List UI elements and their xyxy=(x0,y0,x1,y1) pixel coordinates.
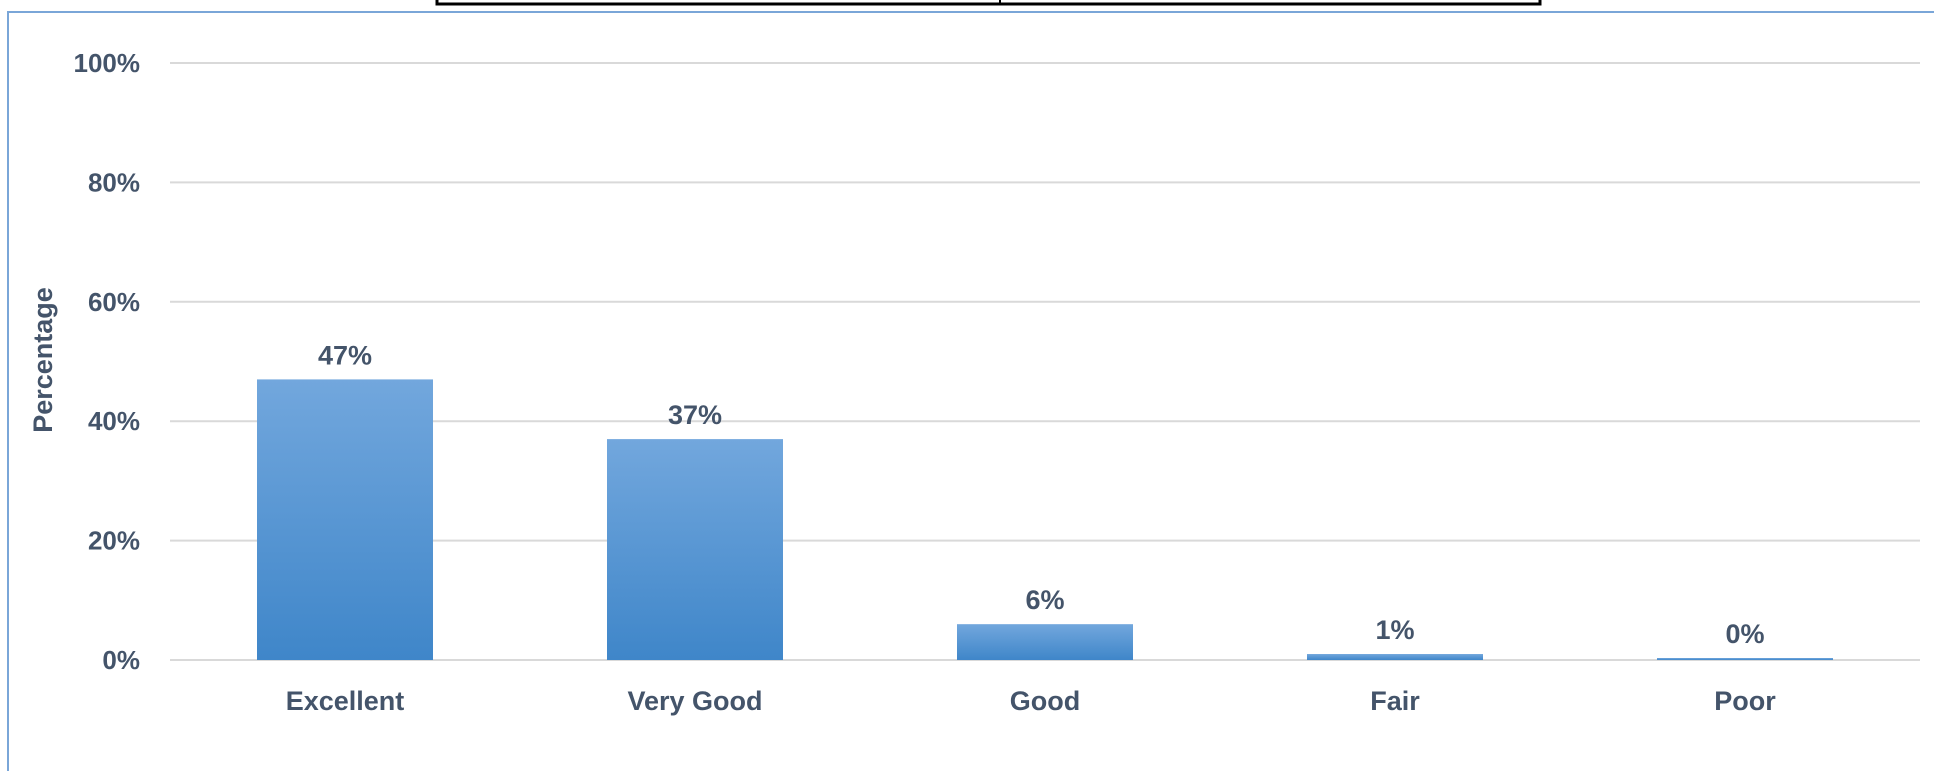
x-tick-label: Fair xyxy=(1370,686,1420,716)
data-label: 6% xyxy=(1025,585,1064,615)
y-tick-label: 100% xyxy=(74,48,141,78)
data-label: 1% xyxy=(1375,615,1414,645)
bar xyxy=(1307,654,1483,660)
y-tick-label: 60% xyxy=(88,287,140,317)
data-label: 37% xyxy=(668,400,722,430)
data-labels: 47% 37% 6% 1% 0% xyxy=(318,340,1765,649)
bar xyxy=(607,439,783,660)
x-axis-labels: Excellent Very Good Good Fair Poor xyxy=(286,686,1777,716)
bar xyxy=(957,624,1133,660)
x-tick-label: Excellent xyxy=(286,686,405,716)
data-label: 47% xyxy=(318,340,372,370)
header-box xyxy=(435,0,1542,6)
y-axis-label: Percentage xyxy=(28,287,58,433)
x-tick-label: Good xyxy=(1010,686,1080,716)
y-tick-label: 20% xyxy=(88,526,140,556)
y-axis-ticks: 0% 20% 40% 60% 80% 100% xyxy=(74,48,141,675)
bars xyxy=(257,379,1833,660)
bar xyxy=(257,379,433,660)
y-tick-label: 80% xyxy=(88,167,140,197)
y-tick-label: 40% xyxy=(88,406,140,436)
x-tick-label: Poor xyxy=(1714,686,1776,716)
chart-frame xyxy=(7,11,1934,776)
data-label: 0% xyxy=(1725,619,1764,649)
x-tick-label: Very Good xyxy=(627,686,762,716)
y-tick-label: 0% xyxy=(102,645,140,675)
bar xyxy=(1657,658,1833,660)
